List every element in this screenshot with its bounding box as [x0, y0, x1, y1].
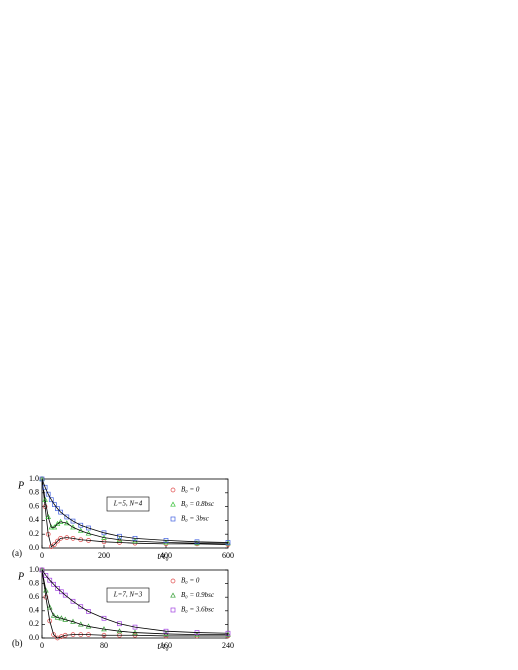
- y-tick-label: 0.6: [29, 501, 39, 510]
- marker: [70, 598, 76, 604]
- annotation-box: [106, 496, 150, 512]
- y-tick-label: 0.0: [29, 633, 39, 642]
- marker: [101, 530, 107, 536]
- x-tick-label: 240: [222, 641, 234, 650]
- x-tick-label: 160: [160, 641, 172, 650]
- annotation: L=7, N=3: [113, 591, 143, 599]
- marker: [62, 592, 68, 598]
- fit-line: [41, 569, 228, 635]
- legend-marker: [170, 501, 176, 507]
- x-axis-label: t/τ₀: [157, 551, 168, 561]
- legend-label: B₀ = 3bsc: [181, 515, 210, 523]
- legend-marker: [170, 607, 176, 613]
- panel-label: (b): [12, 638, 23, 648]
- y-tick-label: 0.8: [29, 578, 39, 587]
- marker: [55, 586, 60, 591]
- marker: [48, 497, 54, 503]
- fit-line: [41, 569, 228, 639]
- plot-frame: [41, 569, 229, 639]
- marker: [45, 513, 51, 519]
- y-tick-label: 1.0: [29, 565, 39, 574]
- marker: [70, 518, 76, 524]
- legend-label: B₀ = 0.8bsc: [181, 500, 215, 508]
- legend-marker: [170, 578, 176, 584]
- annotation-box: [106, 587, 150, 603]
- marker: [78, 522, 84, 528]
- fit-line: [41, 569, 229, 634]
- marker: [86, 609, 91, 614]
- y-axis-label: P: [17, 571, 24, 582]
- marker: [101, 615, 107, 621]
- marker: [47, 577, 53, 583]
- y-axis-label: P: [17, 480, 24, 491]
- marker: [55, 538, 60, 544]
- marker: [50, 612, 57, 618]
- legend-label: B₀ = 0.9bsc: [181, 591, 215, 599]
- marker: [78, 604, 84, 610]
- x-tick-label: 80: [100, 641, 108, 650]
- x-tick-label: 200: [98, 551, 110, 560]
- marker: [57, 518, 64, 524]
- fit-line: [41, 478, 228, 544]
- marker: [39, 567, 45, 573]
- y-tick-label: 0.4: [29, 606, 39, 615]
- marker: [42, 484, 48, 490]
- y-tick-label: 1.0: [29, 474, 39, 483]
- marker: [52, 502, 57, 507]
- y-tick-label: 0.6: [29, 592, 39, 601]
- fit-line: [41, 478, 229, 548]
- marker: [59, 589, 64, 595]
- plot-frame: [41, 478, 229, 549]
- marker: [52, 542, 57, 547]
- legend-label: B₀ = 0: [181, 486, 200, 494]
- x-tick-label: 0: [40, 551, 44, 560]
- marker: [39, 476, 45, 482]
- y-tick-label: 0.0: [29, 543, 39, 552]
- y-tick-label: 0.4: [29, 515, 39, 524]
- annotation: L=5, N=4: [113, 500, 143, 508]
- x-tick-label: 400: [160, 551, 172, 560]
- marker: [86, 525, 91, 531]
- fit-line: [41, 478, 229, 543]
- legend-label: B₀ = 3.6bsc: [181, 606, 215, 614]
- legend-marker: [170, 592, 176, 598]
- marker: [46, 604, 53, 610]
- marker: [64, 514, 70, 520]
- marker: [58, 509, 63, 515]
- x-axis-label: t/τ₀: [157, 641, 168, 651]
- y-tick-label: 0.8: [29, 488, 39, 497]
- x-tick-label: 600: [222, 551, 234, 560]
- marker: [45, 491, 51, 497]
- marker: [51, 581, 56, 587]
- legend-label: B₀ = 0: [181, 577, 200, 585]
- marker: [43, 573, 49, 578]
- panel-label: (a): [12, 548, 22, 558]
- marker: [51, 632, 56, 637]
- legend-marker: [170, 516, 176, 522]
- legend-marker: [170, 487, 176, 493]
- marker: [55, 506, 60, 512]
- x-tick-label: 0: [40, 641, 44, 650]
- y-tick-label: 0.2: [29, 529, 39, 538]
- marker: [117, 621, 122, 627]
- y-tick-label: 0.2: [29, 619, 39, 628]
